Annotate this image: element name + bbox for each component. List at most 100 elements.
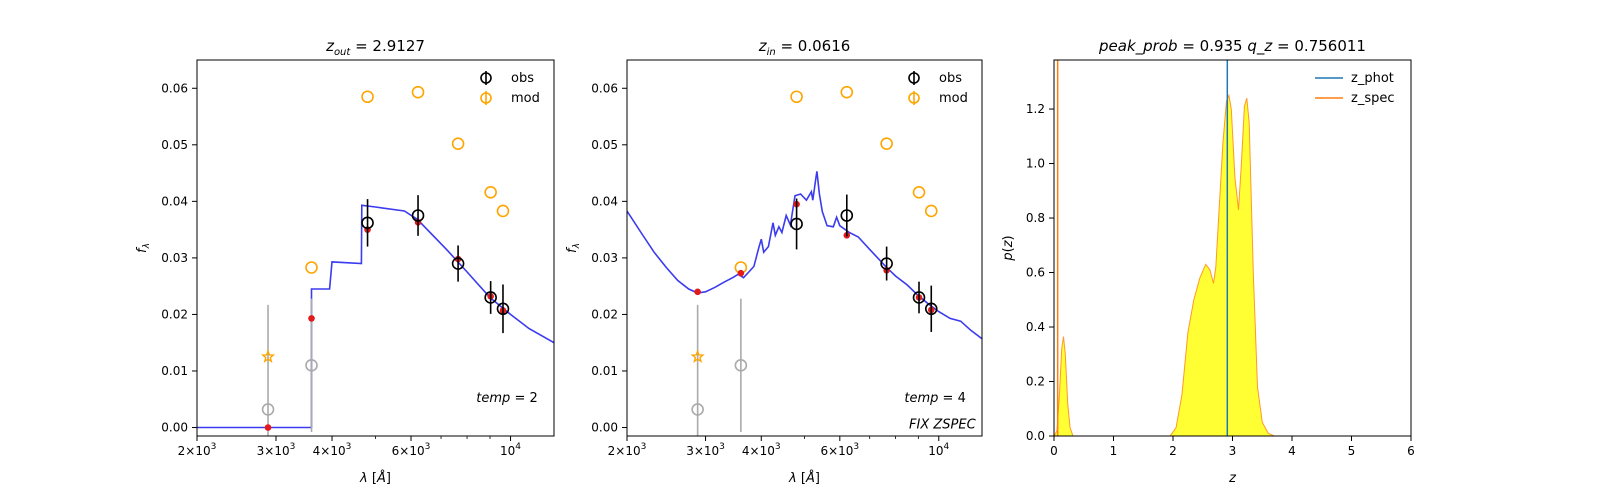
y-tick-label: 0.01 <box>161 364 188 378</box>
annotation: temp = 2 <box>476 391 537 406</box>
legend-marker <box>480 72 492 84</box>
panel-title: zin = 0.0616 <box>758 37 851 58</box>
axes-frame <box>1053 59 1412 437</box>
legend-label: obs <box>939 71 962 86</box>
obs-point <box>840 209 854 222</box>
y-tick-label: 0.02 <box>161 307 188 321</box>
obs-point <box>361 216 374 230</box>
axes-frame <box>196 59 555 437</box>
x-tick-label: 1 <box>1110 444 1118 458</box>
y-tick-label: 0.05 <box>161 138 188 152</box>
y-tick-label: 0.4 <box>1026 320 1045 334</box>
axes-frame <box>626 59 983 437</box>
x-tick-label: 6 <box>1407 444 1415 458</box>
panel-pz: 0 1 2 3 4 5 6 0.0 0.2 0.4 0.6 0.8 1.0 1.2 z p(z) peak_pr… <box>1001 37 1415 486</box>
plot-area <box>1054 60 1352 436</box>
obs-point <box>496 302 510 316</box>
x-tick-label: 4×103 <box>313 442 352 458</box>
x-tick-label: 104 <box>928 442 949 458</box>
legend-label: z_phot <box>1351 71 1394 86</box>
x-tick-label: 104 <box>500 442 521 458</box>
y-tick-label: 0.04 <box>591 194 618 208</box>
mod-point <box>840 85 854 99</box>
x-tick-label: 4 <box>1288 444 1296 458</box>
pz-area <box>1054 93 1352 436</box>
mod-point <box>912 186 926 199</box>
obs-point <box>880 257 893 270</box>
annotation: FIX ZSPEC <box>909 418 977 433</box>
y-tick-label: 0.6 <box>1026 266 1045 280</box>
x-tick-label: 2×103 <box>178 442 217 458</box>
y-tick-label: 0.05 <box>591 138 618 152</box>
mod-star-point <box>690 349 705 363</box>
legend-label: mod <box>511 91 540 106</box>
mod-point <box>496 204 510 218</box>
obs-point <box>451 257 465 270</box>
y-tick-label: 0.04 <box>161 194 188 208</box>
panel-title: peak_prob = 0.935 q_z = 0.756011 <box>1098 37 1366 56</box>
y-tick-label: 0.03 <box>161 251 188 265</box>
x-tick-label: 2 <box>1169 444 1177 458</box>
y-axis-label: p(z) <box>1001 235 1016 261</box>
x-tick-label: 3×103 <box>257 442 296 458</box>
mod-point <box>924 204 938 218</box>
y-tick-label: 0.06 <box>161 81 188 95</box>
x-axis-label: λ [Å] <box>788 470 820 486</box>
x-tick-label: 4×103 <box>742 442 781 458</box>
y-tick-label: 0.06 <box>591 81 618 95</box>
y-tick-label: 0.01 <box>591 364 618 378</box>
obs-point <box>924 302 938 316</box>
model-flux-point <box>694 288 701 296</box>
nondetect-point <box>734 359 748 372</box>
y-tick-label: 0.0 <box>1026 429 1045 443</box>
y-tick-label: 0.00 <box>591 421 618 435</box>
x-tick-label: 6×103 <box>820 442 859 458</box>
panel-sed_in: 2×103 3×103 4×103 6×103 104 0.00 0.01 0.02 0.03 0… <box>565 37 983 486</box>
model-flux-point <box>737 269 745 277</box>
x-axis-label: λ [Å] <box>359 470 391 486</box>
mod-point <box>880 137 893 150</box>
legend-label: obs <box>511 71 534 86</box>
sed-model-line <box>627 171 982 340</box>
legend-label: mod <box>939 91 968 106</box>
y-tick-label: 0.2 <box>1026 375 1045 389</box>
obs-point <box>484 291 497 304</box>
x-tick-label: 0 <box>1050 444 1058 458</box>
x-tick-label: 3×103 <box>686 442 725 458</box>
x-axis-label: z <box>1228 471 1237 486</box>
panels: 2×103 3×103 4×103 6×103 1040.000.010.020.030… <box>135 37 1415 486</box>
panel-title: zout = 2.9127 <box>325 37 425 58</box>
mod-point <box>451 137 465 150</box>
obs-point <box>912 291 926 304</box>
y-tick-label: 0.02 <box>591 307 618 321</box>
mod-point <box>411 85 425 99</box>
x-tick-label: 5 <box>1348 444 1356 458</box>
nondetect-point <box>261 403 275 416</box>
mod-point <box>484 186 497 199</box>
panel-sed_out: 2×103 3×103 4×103 6×103 104 0.00 0.01 0.02 0.03 0… <box>135 37 555 486</box>
model-flux-point <box>264 424 272 431</box>
y-tick-label: 1.0 <box>1026 157 1045 171</box>
y-axis-label: fλ <box>565 243 582 253</box>
mod-point <box>790 90 803 104</box>
legend-marker <box>480 92 492 104</box>
obs-point <box>790 217 803 231</box>
y-tick-label: 0.00 <box>161 421 188 435</box>
y-axis-label: fλ <box>135 243 152 253</box>
plot-area <box>627 85 982 436</box>
x-tick-label: 6×103 <box>392 442 431 458</box>
y-tick-label: 1.2 <box>1026 102 1045 116</box>
x-tick-label: 2×103 <box>608 442 647 458</box>
x-tick-label: 3 <box>1229 444 1237 458</box>
mod-point <box>361 90 374 104</box>
plot-area <box>197 85 554 436</box>
y-tick-label: 0.8 <box>1026 211 1045 225</box>
legend-marker <box>908 72 920 84</box>
nondetect-point <box>305 359 318 372</box>
y-tick-label: 0.03 <box>591 251 618 265</box>
mod-point <box>305 261 318 274</box>
mod-star-point <box>260 349 276 363</box>
legend-label: z_spec <box>1351 91 1395 106</box>
